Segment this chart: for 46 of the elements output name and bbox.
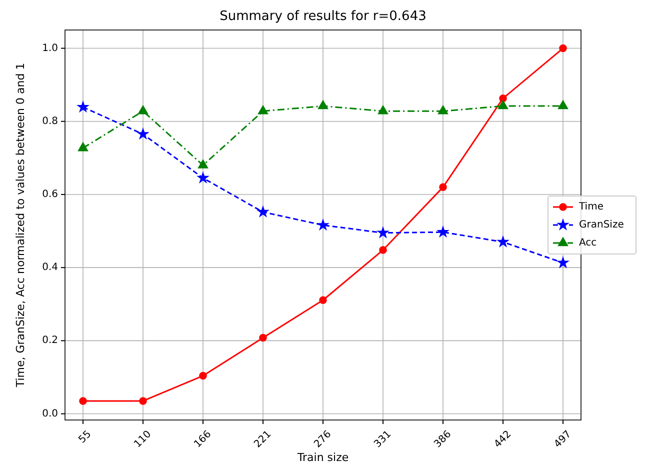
x-tick-label: 497 xyxy=(552,428,574,450)
x-axis-title: Train size xyxy=(296,451,349,464)
point xyxy=(199,372,207,380)
y-tick-label: 0.0 xyxy=(42,408,58,420)
x-tick-label: 442 xyxy=(492,428,514,450)
point xyxy=(319,296,327,304)
legend-label: Acc xyxy=(579,238,597,248)
x-tick-label: 110 xyxy=(132,428,154,450)
point xyxy=(498,100,508,110)
point xyxy=(559,44,567,52)
point xyxy=(78,142,88,152)
point xyxy=(499,94,507,102)
x-tick-label: 55 xyxy=(76,428,94,446)
y-tick-label: 0.2 xyxy=(42,335,58,346)
point xyxy=(258,206,268,217)
point xyxy=(379,246,387,254)
y-tick-label: 0.4 xyxy=(42,262,58,274)
point xyxy=(138,105,148,114)
point xyxy=(439,183,447,192)
chart-title: Summary of results for r=0.643 xyxy=(220,9,426,24)
point xyxy=(139,397,147,405)
point xyxy=(318,100,328,110)
point xyxy=(318,220,328,230)
x-tick-label: 331 xyxy=(372,428,394,450)
point xyxy=(78,101,88,112)
point xyxy=(558,257,568,268)
point xyxy=(198,159,208,168)
point xyxy=(258,105,268,114)
point xyxy=(378,227,388,238)
point xyxy=(438,226,448,237)
y-tick-label: 1.0 xyxy=(42,42,58,54)
x-tick-label: 221 xyxy=(252,428,274,450)
point xyxy=(438,105,448,114)
y-tick-label: 0.6 xyxy=(42,188,58,200)
point xyxy=(378,105,388,114)
y-axis-title: Time, GranSize, Acc normalized to values between 0 and 1 xyxy=(14,62,27,388)
point xyxy=(558,100,568,110)
legend-label: GranSize xyxy=(579,220,624,230)
point xyxy=(79,397,87,405)
point xyxy=(259,334,267,342)
legend-label: Time xyxy=(578,202,604,212)
point xyxy=(138,128,148,139)
point xyxy=(498,236,508,247)
point xyxy=(198,172,208,183)
x-tick-label: 166 xyxy=(192,428,214,450)
y-tick-label: 0.8 xyxy=(42,116,58,127)
